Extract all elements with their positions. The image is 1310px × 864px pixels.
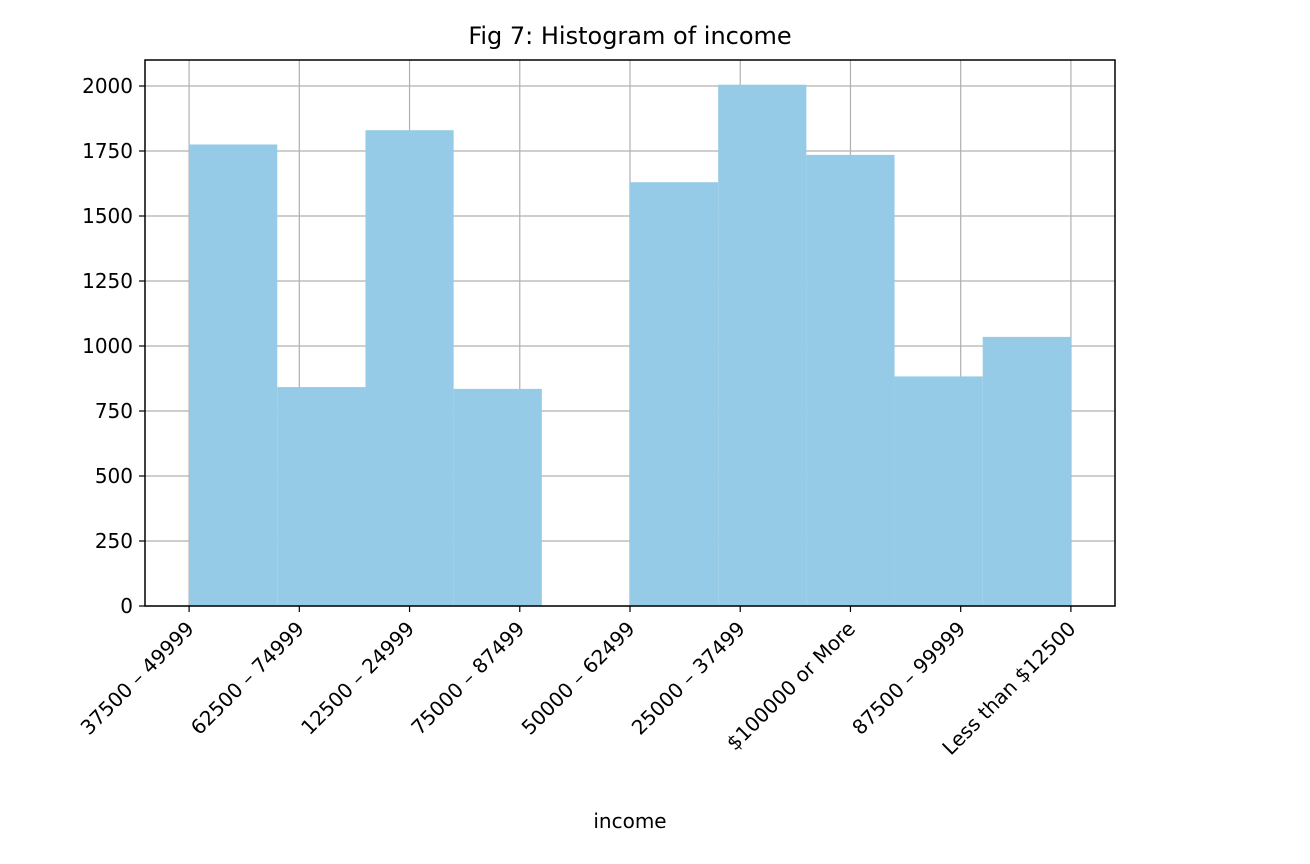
x-tick-label: 12500 – 24999 [296, 617, 419, 740]
chart-title: Fig 7: Histogram of income [468, 22, 791, 50]
y-tick-label: 500 [95, 464, 133, 488]
x-tick-label: 50000 – 62499 [517, 617, 640, 740]
histogram-bar [718, 84, 807, 606]
y-tick-label: 250 [95, 529, 133, 553]
y-tick-label: 0 [120, 594, 133, 618]
y-tick-label: 750 [95, 399, 133, 423]
histogram-bar [189, 144, 278, 606]
x-axis-label: income [593, 809, 666, 833]
histogram-bar [365, 130, 454, 606]
y-tick-label: 1250 [82, 269, 133, 293]
bars [189, 84, 1071, 606]
y-tick-label: 1500 [82, 204, 133, 228]
x-tick-label: 75000 – 87499 [406, 617, 529, 740]
x-tick-label: 37500 – 49999 [76, 617, 199, 740]
x-tick-label: 25000 – 37499 [627, 617, 750, 740]
x-tick-label: 87500 – 99999 [847, 617, 970, 740]
histogram-bar [630, 182, 719, 606]
histogram-bar [982, 336, 1071, 606]
y-tick-label: 1000 [82, 334, 133, 358]
x-tick-label: 62500 – 74999 [186, 617, 309, 740]
y-axis: 0 250 500 750 1000 1250 1500 1750 2000 [82, 74, 145, 618]
histogram-bar [453, 388, 542, 606]
histogram-bar [894, 376, 983, 606]
y-tick-label: 2000 [82, 74, 133, 98]
histogram-bar [277, 387, 366, 606]
y-tick-label: 1750 [82, 139, 133, 163]
histogram-bar [806, 154, 895, 606]
